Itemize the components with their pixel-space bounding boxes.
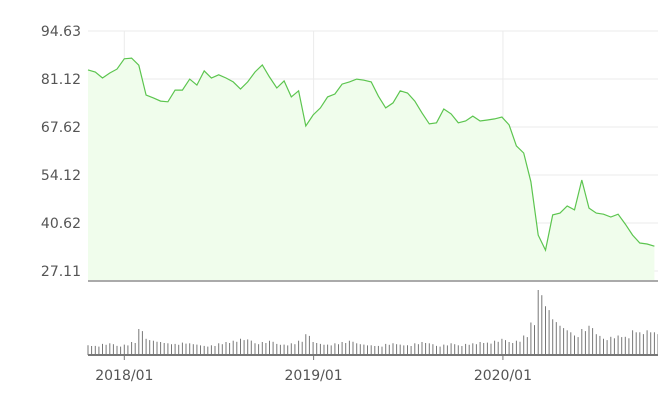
y-tick-label: 40.62	[41, 216, 81, 232]
x-tick-label: 2018/01	[95, 368, 153, 384]
price-line	[87, 57, 655, 252]
y-tick-label: 54.12	[41, 168, 81, 184]
y-tick-label: 94.63	[41, 24, 81, 40]
y-tick-label: 81.12	[41, 72, 81, 88]
price-area-fill	[88, 58, 655, 281]
volume-bars	[87, 290, 658, 355]
x-tick-label: 2020/01	[474, 368, 532, 384]
y-axis-labels: 94.63 81.12 67.62 54.12 40.62 27.11	[41, 24, 81, 280]
x-axis-labels: 2018/01 2019/01 2020/01	[95, 355, 532, 384]
y-tick-label: 67.62	[41, 120, 81, 136]
x-tick-label: 2019/01	[285, 368, 343, 384]
y-tick-label: 27.11	[41, 264, 81, 280]
